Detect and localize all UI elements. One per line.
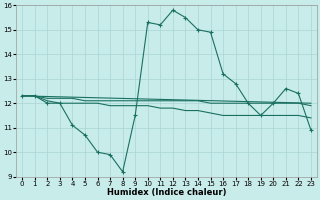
X-axis label: Humidex (Indice chaleur): Humidex (Indice chaleur) [107, 188, 226, 197]
